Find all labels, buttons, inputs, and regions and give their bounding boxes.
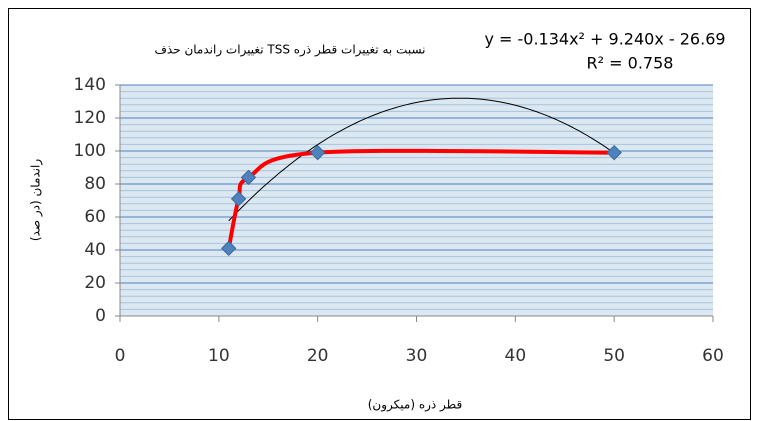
x-tick-label: 20 bbox=[307, 346, 329, 366]
x-tick-label: 40 bbox=[505, 346, 527, 366]
y-tick-label: 120 bbox=[74, 108, 106, 128]
data-point bbox=[309, 144, 326, 161]
y-tick-label: 0 bbox=[95, 306, 106, 326]
x-tick-label: 10 bbox=[208, 346, 230, 366]
data-point bbox=[221, 240, 237, 257]
data-point bbox=[606, 144, 622, 161]
y-tick-label: 20 bbox=[84, 273, 106, 293]
data-point bbox=[240, 169, 257, 186]
x-tick-label: 30 bbox=[406, 346, 428, 366]
y-tick-label: 100 bbox=[74, 141, 106, 161]
x-tick-label: 60 bbox=[702, 346, 724, 366]
chart-title: تغییرات راندمان حذف TSS نسبت به تغییرات … bbox=[154, 43, 425, 58]
x-tick-label: 50 bbox=[603, 346, 625, 366]
y-tick-label: 140 bbox=[74, 75, 106, 95]
y-tick-label: 60 bbox=[84, 207, 106, 227]
x-axis-label: قطر ذره (میکرون) bbox=[368, 398, 463, 413]
plot-area bbox=[120, 85, 713, 316]
y-tick-label: 80 bbox=[84, 174, 106, 194]
data-point bbox=[230, 191, 247, 207]
trendline-equation: y = -0.134x² + 9.240x - 26.69 bbox=[484, 30, 725, 49]
x-tick-label: 0 bbox=[115, 346, 126, 366]
trendline-r-squared: R² = 0.758 bbox=[587, 54, 674, 73]
trendline bbox=[228, 97, 615, 222]
y-axis-label: راندمان (در صد) bbox=[29, 159, 44, 241]
y-tick-label: 40 bbox=[84, 240, 106, 260]
